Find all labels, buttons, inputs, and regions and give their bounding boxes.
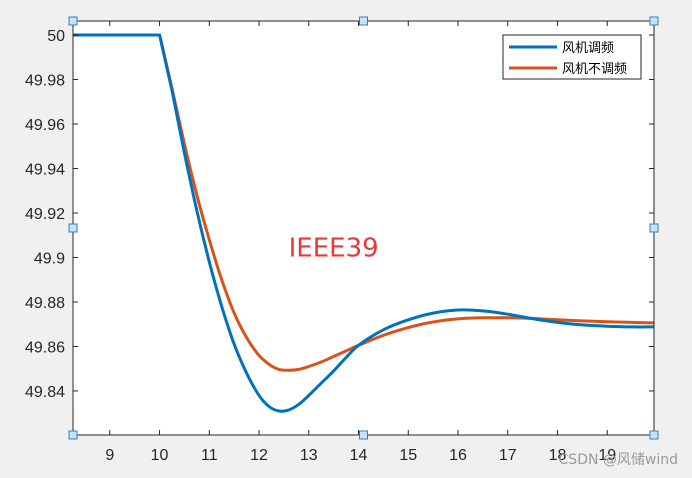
resize-handle[interactable] (649, 430, 659, 440)
legend-label-series-1: 风机调频 (562, 41, 614, 56)
selection-handles[interactable] (68, 16, 659, 440)
resize-handle[interactable] (649, 16, 659, 26)
x-tick-label: 9 (105, 447, 114, 464)
y-tick-label: 49.98 (25, 73, 65, 90)
x-tick-label: 13 (300, 447, 318, 464)
resize-handle[interactable] (649, 223, 659, 233)
resize-handle[interactable] (359, 16, 368, 26)
axes-background (73, 21, 654, 435)
x-tick-label: 17 (499, 447, 517, 464)
resize-handle[interactable] (68, 430, 78, 440)
y-tick-label: 49.86 (25, 339, 65, 356)
annotation-text: IEEE39 (289, 233, 379, 263)
x-tick-label: 19 (598, 447, 616, 464)
x-tick-label: 18 (549, 447, 567, 464)
x-tick-label: 10 (151, 447, 169, 464)
y-tick-label: 50 (47, 28, 65, 45)
x-tick-label: 12 (250, 447, 268, 464)
y-tick-label: 49.94 (25, 161, 65, 178)
y-tick-label: 49.9 (34, 250, 65, 267)
y-tick-label: 49.96 (25, 117, 65, 134)
x-tick-label: 14 (350, 447, 368, 464)
legend[interactable]: 风机调频 风机不调频 (502, 34, 642, 80)
line-series-1 (73, 33, 655, 413)
y-tick-label: 49.84 (25, 384, 65, 401)
x-tick-label: 16 (449, 447, 467, 464)
legend-label-series-2: 风机不调频 (562, 62, 627, 77)
resize-handle[interactable] (68, 16, 78, 26)
watermark: CSDN @风储wind (558, 452, 678, 468)
y-tick-label: 49.88 (25, 295, 65, 312)
axis-ticks: 9 10 11 12 13 14 15 16 17 18 19 49.84 49.86 49.88 49.9… (25, 21, 654, 464)
x-tick-label: 11 (201, 447, 218, 464)
legend-box (502, 34, 642, 80)
y-tick-label: 49.92 (25, 206, 65, 223)
plot-lines (73, 33, 655, 413)
x-tick-label: 15 (399, 447, 417, 464)
resize-handle[interactable] (359, 430, 368, 440)
resize-handle[interactable] (68, 223, 78, 233)
